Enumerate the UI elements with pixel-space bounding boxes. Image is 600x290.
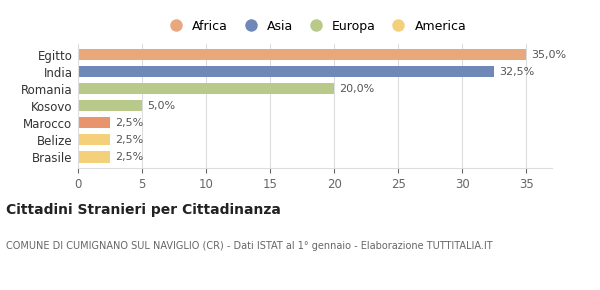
Text: 2,5%: 2,5%	[115, 118, 143, 128]
Text: 2,5%: 2,5%	[115, 152, 143, 162]
Text: 35,0%: 35,0%	[532, 50, 566, 60]
Bar	[78, 66, 494, 77]
Bar	[78, 83, 334, 94]
Bar	[78, 134, 110, 146]
Text: 32,5%: 32,5%	[499, 67, 535, 77]
Legend: Africa, Asia, Europa, America: Africa, Asia, Europa, America	[158, 15, 472, 38]
Bar	[78, 100, 142, 111]
Text: COMUNE DI CUMIGNANO SUL NAVIGLIO (CR) - Dati ISTAT al 1° gennaio - Elaborazione : COMUNE DI CUMIGNANO SUL NAVIGLIO (CR) - …	[6, 241, 493, 251]
Bar	[78, 49, 526, 60]
Text: 2,5%: 2,5%	[115, 135, 143, 145]
Text: 20,0%: 20,0%	[340, 84, 374, 94]
Text: Cittadini Stranieri per Cittadinanza: Cittadini Stranieri per Cittadinanza	[6, 203, 281, 217]
Bar	[78, 151, 110, 162]
Text: 5,0%: 5,0%	[147, 101, 175, 111]
Bar	[78, 117, 110, 128]
